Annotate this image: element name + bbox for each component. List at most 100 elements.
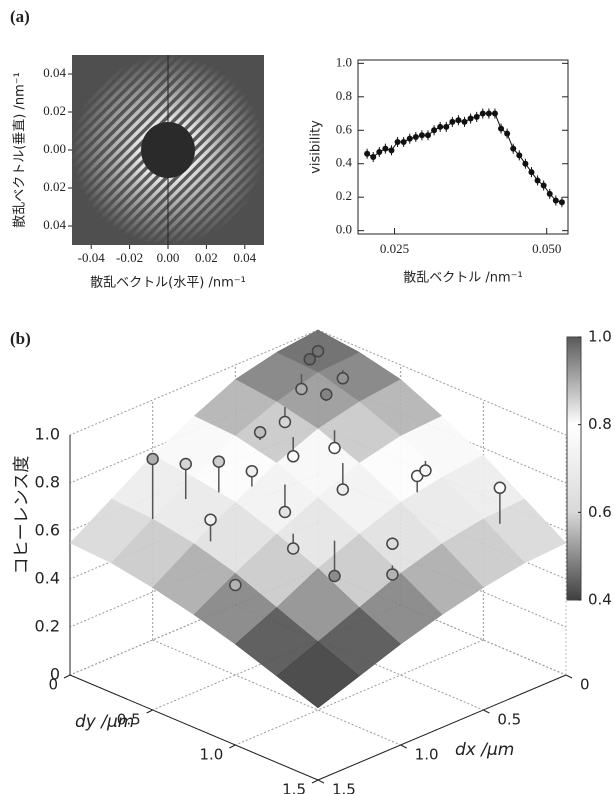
data-point [510,146,516,152]
data-point [288,543,299,554]
data-point [279,417,290,428]
x-tick-label: 0.025 [380,241,409,256]
z-tick-label: 0.4 [35,569,60,588]
data-point [329,571,340,582]
data-point [288,451,299,462]
y-tick-label: 0.02 [43,103,66,118]
data-point [419,132,425,138]
x-tick-label: 0.02 [195,250,218,265]
data-point [147,454,158,465]
data-point [255,427,266,438]
z-tick-label: 1.0 [35,425,60,444]
x-tick [318,780,324,783]
panel-label: (b) [10,329,31,348]
colorbar-tick-label: 0.4 [588,591,612,609]
z-tick-label: 0.6 [35,521,60,540]
colorbar [567,337,581,600]
data-point [388,147,394,153]
y-tick-label: 0.04 [43,65,66,80]
y-tick-label: 0.5 [117,711,141,729]
data-point [504,131,510,137]
data-point [304,354,315,365]
data-point [486,111,492,117]
y-tick-label: 0.8 [336,88,352,103]
y-tick-label: 1.5 [282,781,306,794]
x-tick-label: -0.02 [116,250,143,265]
y-tick [229,745,235,748]
y-tick-label: 0.0 [336,222,352,237]
data-point [498,126,504,132]
y-axis-label: visibility [309,120,324,174]
data-point [559,199,565,205]
data-point [480,111,486,117]
colorbar-tick-label: 0.6 [588,503,612,521]
data-point [474,114,480,120]
data-point [468,116,474,122]
colorbar-tick-label: 1.0 [588,328,612,346]
data-point [528,169,534,175]
x-tick-label: 1.0 [415,746,439,764]
x-tick-label: 1.5 [332,781,356,794]
x-tick-label: 0 [580,676,590,694]
data-point [494,482,505,493]
data-point [246,466,257,477]
data-point [443,124,449,130]
data-point [279,507,290,518]
data-point [462,119,468,125]
beam-stop [141,122,195,178]
data-point [180,459,191,470]
x-axis-label: dx /μm [455,740,514,760]
data-point [516,152,522,158]
data-point [449,119,455,125]
z-tick-label: 0.2 [35,617,60,636]
x-tick [483,710,489,713]
data-point [492,111,498,117]
data-point [425,132,431,138]
data-point [535,177,541,183]
colorbar-tick-label: 0.8 [588,415,612,433]
x-axis-label: 散乱ベクトル(水平) /nm⁻¹ [90,276,246,291]
x-tick [566,675,572,678]
figure: (a) 散乱ベクトル(水平) /nm⁻¹ 散乱ベクトル(垂直) /nm⁻¹ 散乱… [0,0,615,794]
y-tick [312,780,318,783]
y-tick-label: 0.04 [43,217,66,232]
plot-frame [358,60,568,234]
data-point [541,182,547,188]
y-tick-label: 0.00 [43,141,66,156]
y-tick [64,675,70,678]
y-tick-label: 0 [48,676,58,694]
y-axis-label: 散乱ベクトル(垂直) /nm⁻¹ [13,72,28,228]
data-point [387,569,398,580]
data-point [401,139,407,145]
x-tick [401,745,407,748]
data-point [337,373,348,384]
data-point [431,127,437,133]
data-point [553,198,559,204]
y-tick-label: 1.0 [199,746,223,764]
data-point [547,191,553,197]
z-axis-label: コヒーレンス度 [12,456,32,575]
data-point [413,134,419,140]
data-point [370,154,376,160]
data-point [230,580,241,591]
data-point [213,456,224,467]
data-point [337,484,348,495]
data-point [407,136,413,142]
data-point [387,538,398,549]
x-tick-label: 0.00 [157,250,180,265]
y-tick-label: 0.4 [336,155,353,170]
data-point [329,443,340,454]
x-tick-label: 0.04 [233,250,256,265]
panel-label: (a) [10,7,30,26]
data-point [296,384,307,395]
x-tick-label: 0.050 [532,241,561,256]
y-tick-label: 0.2 [336,188,352,203]
data-point [522,161,528,167]
data-point [376,149,382,155]
data-point [437,124,443,130]
data-point [420,465,431,476]
y-tick-label: 0.02 [43,179,66,194]
data-point [205,514,216,525]
axis-line [318,675,566,780]
z-tick-label: 0.8 [35,473,60,492]
